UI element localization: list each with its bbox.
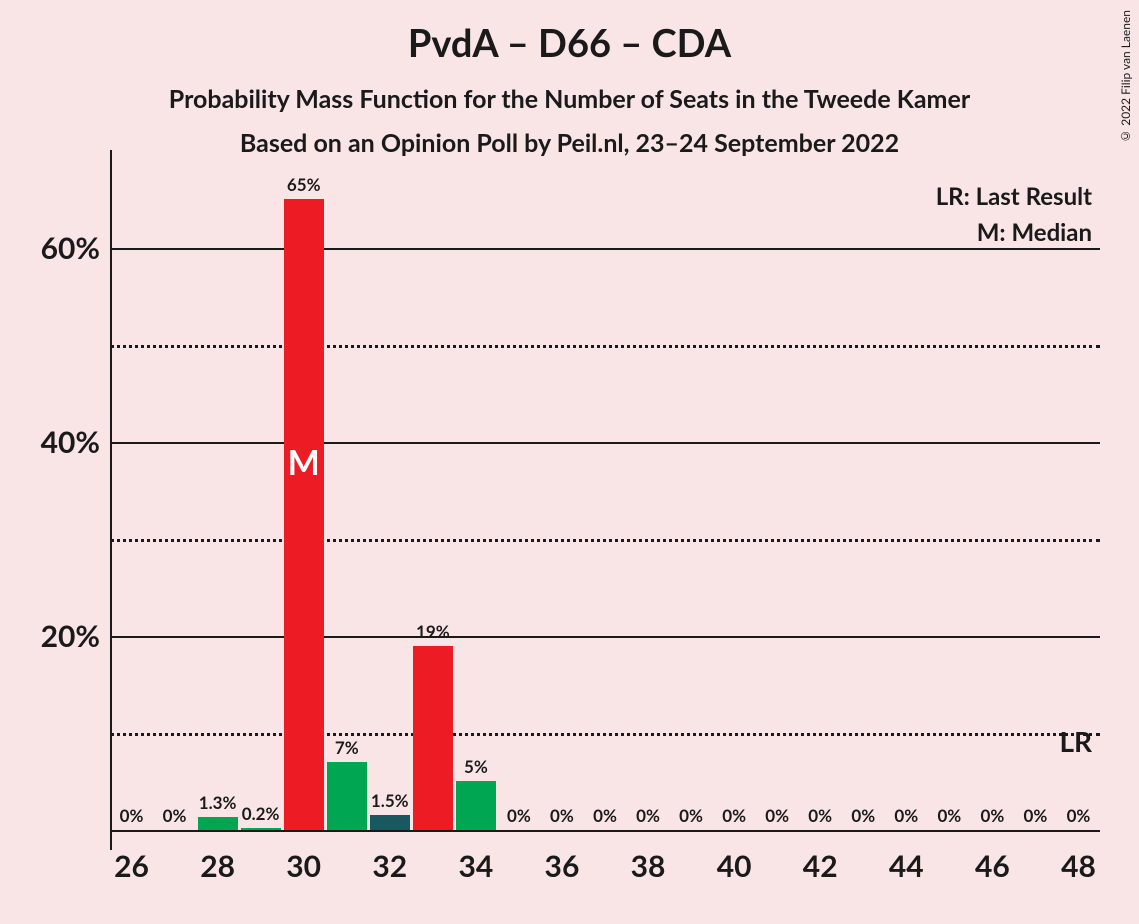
bar-value-label: 0% <box>507 805 531 826</box>
x-tick-label: 26 <box>114 848 149 884</box>
bar-value-label: 0% <box>163 805 187 826</box>
bar-value-label: 0% <box>722 805 746 826</box>
bar-value-label: 7% <box>335 737 359 758</box>
bar-value-label: 0% <box>937 805 961 826</box>
bar-value-label: 0% <box>851 805 875 826</box>
bar-value-label: 0% <box>593 805 617 826</box>
bar-value-label: 0% <box>550 805 574 826</box>
bar-value-label: 0% <box>636 805 660 826</box>
median-marker: M <box>288 442 320 483</box>
bar <box>456 781 496 830</box>
bar-value-label: 19% <box>416 621 450 642</box>
bar <box>241 828 281 830</box>
bar-value-label: 0% <box>894 805 918 826</box>
x-tick-label: 48 <box>1061 848 1096 884</box>
x-tick-label: 32 <box>372 848 407 884</box>
bar-value-label: 0% <box>980 805 1004 826</box>
bar <box>370 815 410 830</box>
y-axis-line <box>110 150 112 850</box>
x-tick-label: 46 <box>975 848 1010 884</box>
plot-area: 0% 0% 1.3%0.2% 65% M 7% 1.5% 19% 5% 0% 0% 0% 0% 0% 0% 0… <box>110 170 1100 830</box>
x-tick-label: 44 <box>889 848 924 884</box>
bar-value-label: 0% <box>1067 805 1091 826</box>
x-tick-label: 28 <box>200 848 235 884</box>
x-tick-label: 36 <box>545 848 580 884</box>
gridline-major <box>110 636 1100 638</box>
bar <box>198 817 238 830</box>
bar-value-label: 5% <box>464 756 488 777</box>
bar-value-label: 0% <box>1024 805 1048 826</box>
gridline-minor <box>110 539 1100 542</box>
bar-value-label: 0% <box>808 805 832 826</box>
bar <box>413 646 453 830</box>
gridline-minor <box>110 733 1100 736</box>
bar-value-label: 1.5% <box>371 790 409 811</box>
x-tick-label: 42 <box>803 848 838 884</box>
bar-value-label: 0.2% <box>242 803 280 824</box>
bar-value-label: 0% <box>765 805 789 826</box>
x-tick-label: 30 <box>286 848 321 884</box>
legend-m: M: Median <box>977 218 1092 247</box>
y-tick-label: 40% <box>41 424 100 460</box>
bar-value-label: 65% <box>287 174 321 195</box>
bar <box>327 762 367 830</box>
x-tick-label: 40 <box>717 848 752 884</box>
y-tick-label: 20% <box>41 618 100 654</box>
y-tick-label: 60% <box>41 230 100 266</box>
bar <box>284 199 324 830</box>
gridline-major <box>110 442 1100 444</box>
chart-subtitle-1: Probability Mass Function for the Number… <box>0 84 1139 114</box>
chart-subtitle-2: Based on an Opinion Poll by Peil.nl, 23–… <box>0 128 1139 158</box>
legend-lr: LR: Last Result <box>936 182 1092 211</box>
copyright-text: © 2022 Filip van Laenen <box>1118 10 1133 144</box>
x-tick-label: 34 <box>458 848 493 884</box>
x-tick-label: 38 <box>631 848 666 884</box>
x-axis-baseline <box>110 830 1100 832</box>
gridline-major <box>110 248 1100 250</box>
bar-value-label: 0% <box>679 805 703 826</box>
bar-value-label: 1.3% <box>199 792 237 813</box>
chart-title: PvdA – D66 – CDA <box>0 0 1139 66</box>
lr-marker: LR <box>1059 724 1092 758</box>
gridline-minor <box>110 345 1100 348</box>
bar-value-label: 0% <box>120 805 144 826</box>
